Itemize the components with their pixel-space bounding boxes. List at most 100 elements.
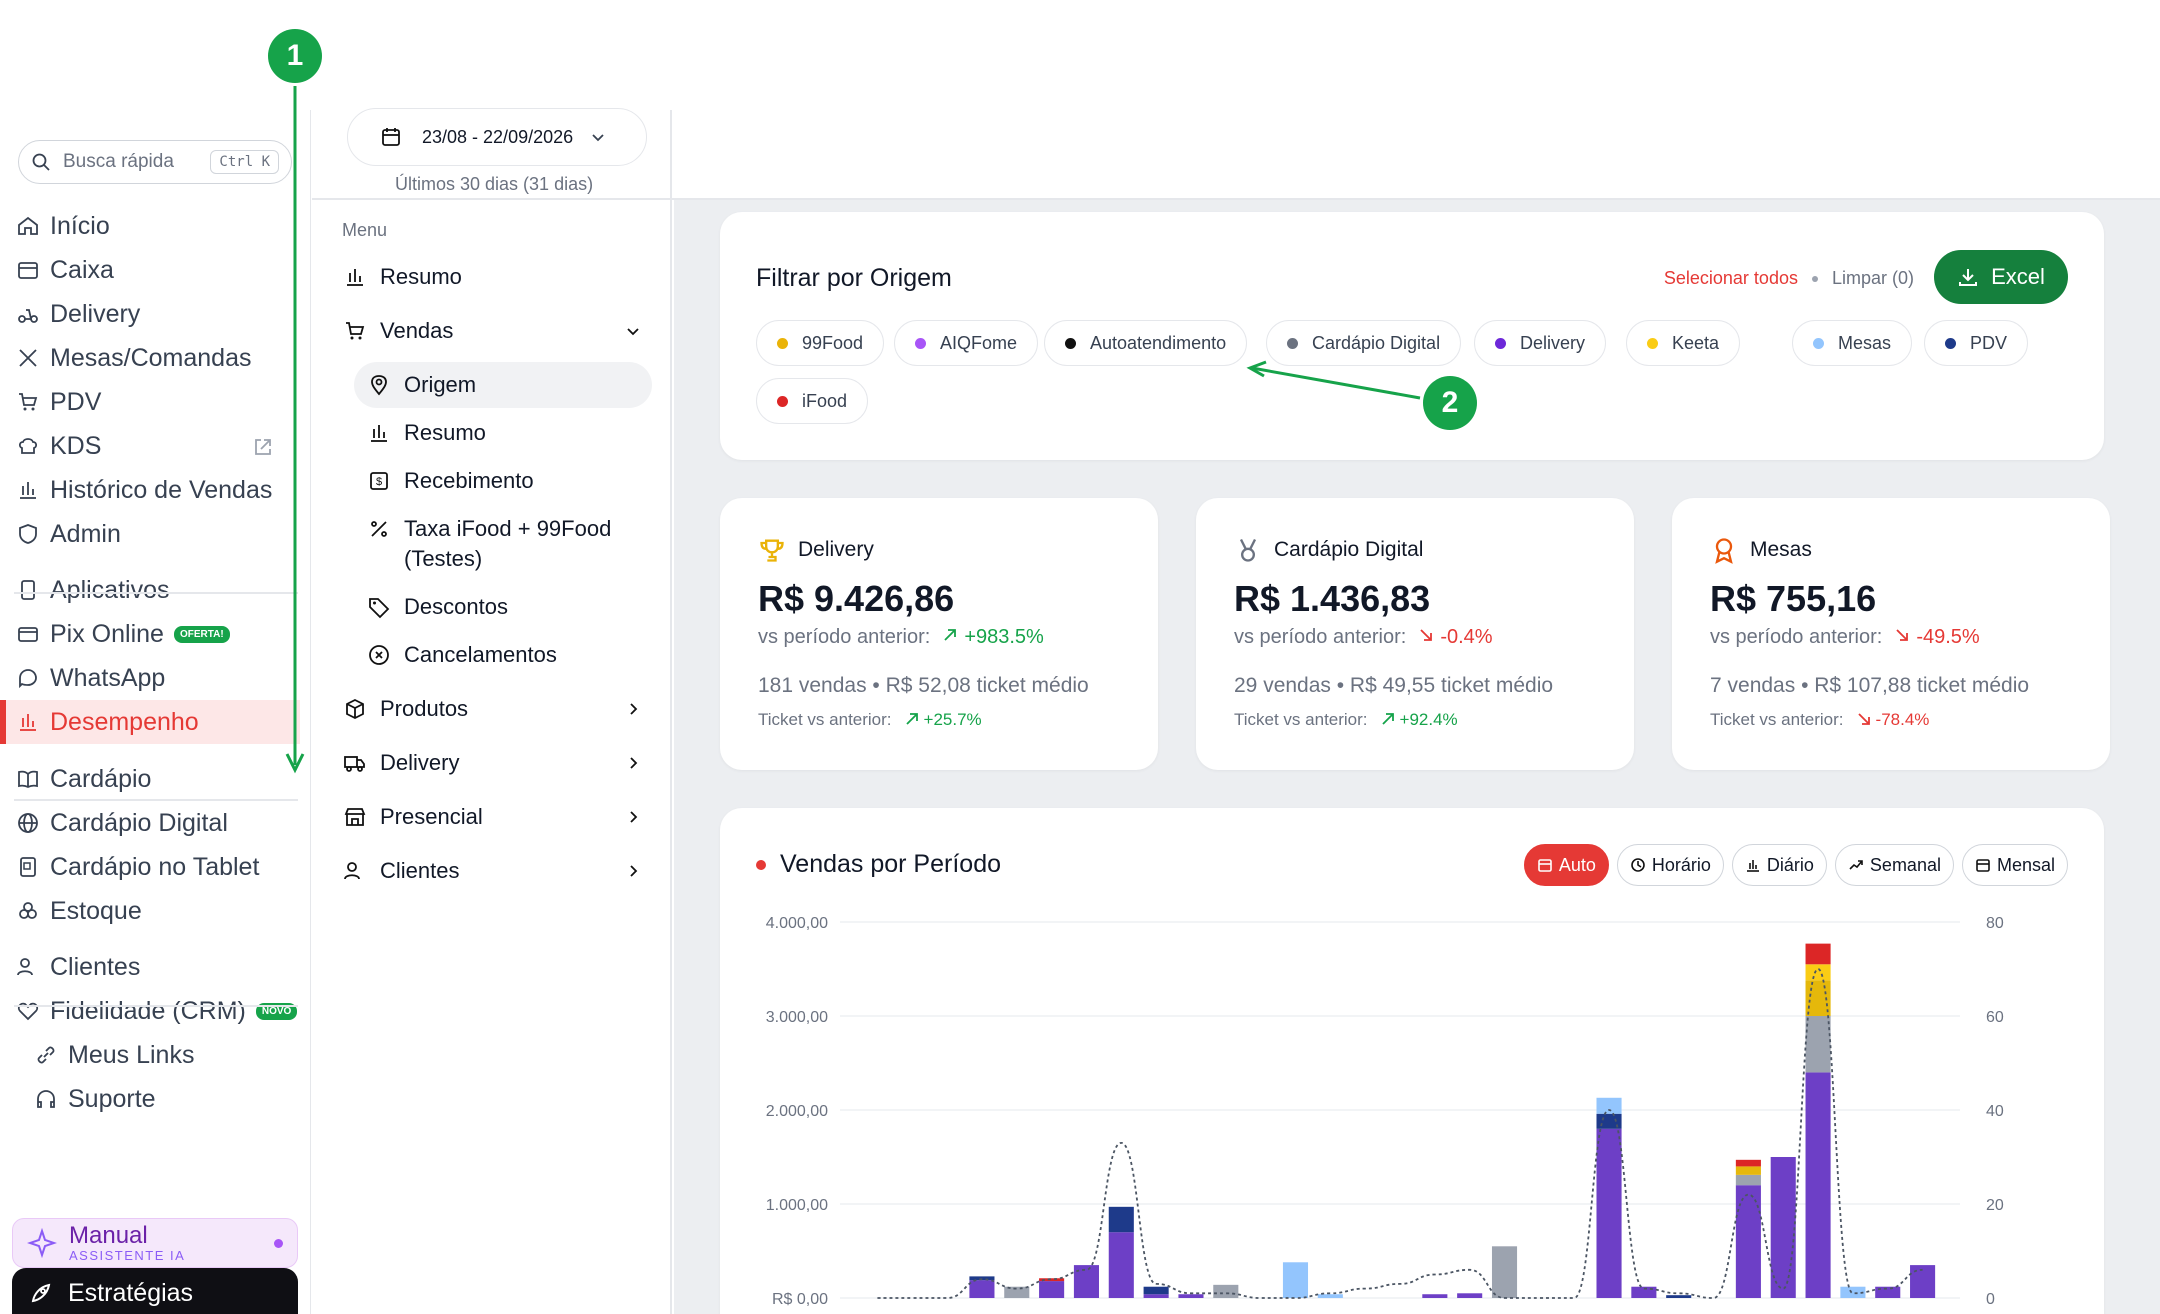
clear-filter-link[interactable]: Limpar (0) <box>1831 268 1914 288</box>
bar-segment <box>1004 1286 1030 1298</box>
bar-segment <box>1805 964 1831 981</box>
period-icon <box>1848 857 1864 873</box>
sidebar-item-pdv[interactable]: PDV <box>0 380 300 424</box>
origin-chip-label: PDV <box>1970 332 2008 353</box>
submenu-item-cancelamentos[interactable]: Cancelamentos <box>366 632 636 678</box>
bar-segment <box>1108 1232 1134 1298</box>
kpi-ticket-value: +25.7% <box>923 710 982 729</box>
sidebar-item-estoque[interactable]: Estoque <box>0 889 300 933</box>
y-left-tick-label: 1.000,00 <box>766 1197 828 1214</box>
date-range-picker[interactable]: 23/08 - 22/09/2026 <box>347 108 647 166</box>
sidebar-item-label: Caixa <box>50 255 114 284</box>
phone-icon <box>16 578 40 602</box>
sidebar-item-desempenho[interactable]: Desempenho <box>0 700 300 744</box>
origin-chip-delivery[interactable]: Delivery <box>1474 320 1607 366</box>
sidebar-item-kds[interactable]: KDS <box>0 424 300 468</box>
sidebar-item-card-pio-no-tablet[interactable]: Cardápio no Tablet <box>0 845 300 889</box>
period-icon <box>1630 857 1646 873</box>
chat-icon <box>16 666 40 690</box>
period-button-semanal[interactable]: Semanal <box>1834 844 1954 886</box>
export-excel-button[interactable]: Excel <box>1934 250 2068 304</box>
submenu-item-resumo[interactable]: Resumo <box>342 254 642 300</box>
origin-chip-ifood[interactable]: iFood <box>756 378 869 424</box>
origin-chip-autoatendimento[interactable]: Autoatendimento <box>1044 320 1248 366</box>
sidebar-item-admin[interactable]: Admin <box>0 512 300 556</box>
sales-chart-card: Vendas por Período Auto Horário Diário Sema… <box>720 808 2104 1314</box>
submenu-item-taxa-ifood-99food[interactable]: Taxa iFood + 99Food <box>366 506 636 552</box>
manual-assistant-button[interactable]: Manual ASSISTENTE IA <box>12 1218 298 1268</box>
x-circle-icon <box>366 642 392 668</box>
bar-segment <box>1735 1159 1761 1167</box>
origin-chip-label: AIQFome <box>940 332 1018 353</box>
submenu-item-delivery[interactable]: Delivery <box>342 740 642 786</box>
period-button-di-rio[interactable]: Diário <box>1731 844 1827 886</box>
origin-chip-99food[interactable]: 99Food <box>756 320 885 366</box>
sidebar-item-pix-online[interactable]: Pix Online OFERTA! <box>0 612 300 656</box>
origin-color-dot <box>1647 337 1658 349</box>
kpi-vs-label: vs período anterior: <box>1234 626 1407 648</box>
origin-color-dot <box>1287 337 1298 349</box>
submenu-item-recebimento[interactable]: $ Recebimento <box>366 458 636 504</box>
heart-icon <box>16 999 40 1023</box>
submenu-item-label: Resumo <box>380 264 462 289</box>
sidebar-item-delivery[interactable]: Delivery <box>0 292 300 336</box>
kpi-card-mesas: Mesas R$ 755,16 vs período anterior: -49.5%… <box>1672 498 2110 770</box>
sidebar-item-suporte[interactable]: Suporte <box>0 1077 300 1121</box>
kpi-card-card-pio-digital: Cardápio Digital R$ 1.436,83 vs período an… <box>1196 498 1634 770</box>
submenu-item-vendas[interactable]: Vendas <box>342 308 642 354</box>
submenu-item-label: Clientes <box>380 858 460 883</box>
bar-segment <box>1735 1166 1761 1175</box>
chart-title: Vendas por Período <box>780 850 1001 878</box>
y-left-tick-label: 2.000,00 <box>766 1103 828 1120</box>
submenu-item-produtos[interactable]: Produtos <box>342 686 642 732</box>
origin-chip-pdv[interactable]: PDV <box>1924 320 2029 366</box>
estrategias-button[interactable]: Estratégias <box>12 1268 298 1314</box>
submenu-item-descontos[interactable]: Descontos <box>366 584 636 630</box>
sidebar-badge: OFERTA! <box>173 625 230 643</box>
sidebar-item-label: Delivery <box>50 299 141 328</box>
submenu-item-origem[interactable]: Origem <box>354 362 652 408</box>
bar-chart-icon <box>16 478 40 502</box>
sidebar-item-label: Desempenho <box>50 707 199 736</box>
sidebar-item-caixa[interactable]: Caixa <box>0 248 300 292</box>
period-button-auto[interactable]: Auto <box>1523 844 1609 886</box>
sidebar-item-whatsapp[interactable]: WhatsApp <box>0 656 300 700</box>
kpi-vs-label: vs período anterior: <box>758 626 931 648</box>
manual-title: Manual <box>69 1221 148 1249</box>
period-label: Semanal <box>1869 854 1941 875</box>
sidebar-item-card-pio-digital[interactable]: Cardápio Digital <box>0 801 300 845</box>
origin-chip-aiqfome[interactable]: AIQFome <box>894 320 1039 366</box>
sidebar-item-aplicativos[interactable]: Aplicativos <box>0 568 300 612</box>
submenu-item-testes: (Testes) <box>404 536 604 582</box>
period-button-hor-rio[interactable]: Horário <box>1616 844 1724 886</box>
sidebar-item-mesas-comandas[interactable]: Mesas/Comandas <box>0 336 300 380</box>
sidebar-item-card-pio[interactable]: Cardápio <box>0 757 300 801</box>
sidebar-item-hist-rico-de-vendas[interactable]: Histórico de Vendas <box>0 468 300 512</box>
bar-segment <box>1631 1286 1657 1298</box>
sidebar-item-meus-links[interactable]: Meus Links <box>0 1033 300 1077</box>
submenu-item-clientes[interactable]: Clientes <box>342 848 642 894</box>
card-icon <box>16 622 40 646</box>
separator-dot <box>1811 275 1818 282</box>
submenu-item-label: Descontos <box>404 594 508 619</box>
sidebar-item-clientes[interactable]: Clientes <box>0 945 300 989</box>
sidebar-item-label: KDS <box>50 431 102 460</box>
bar-segment <box>969 1276 995 1281</box>
submenu-item-label: Presencial <box>380 804 483 829</box>
annotation-marker-2: 2 <box>1423 376 1477 430</box>
quick-search-input[interactable]: Busca rápida Ctrl K <box>18 140 292 184</box>
period-button-mensal[interactable]: Mensal <box>1961 844 2068 886</box>
submenu-item-resumo[interactable]: Resumo <box>366 410 636 456</box>
origin-chip-card-pio-digital[interactable]: Cardápio Digital <box>1266 320 1462 366</box>
submenu-item-presencial[interactable]: Presencial <box>342 794 642 840</box>
select-all-link[interactable]: Selecionar todos <box>1663 268 1798 288</box>
origin-chip-mesas[interactable]: Mesas <box>1792 320 1913 366</box>
box-icon <box>342 696 368 722</box>
users-icon <box>16 955 40 979</box>
submenu-title: Menu <box>342 220 388 240</box>
origin-chip-keeta[interactable]: Keeta <box>1626 320 1741 366</box>
period-icon <box>1975 857 1991 873</box>
submenu-item-label: Recebimento <box>404 468 534 493</box>
kpi-ticket-value: +92.4% <box>1399 710 1458 729</box>
sidebar-item-in-cio[interactable]: Início <box>0 204 300 248</box>
